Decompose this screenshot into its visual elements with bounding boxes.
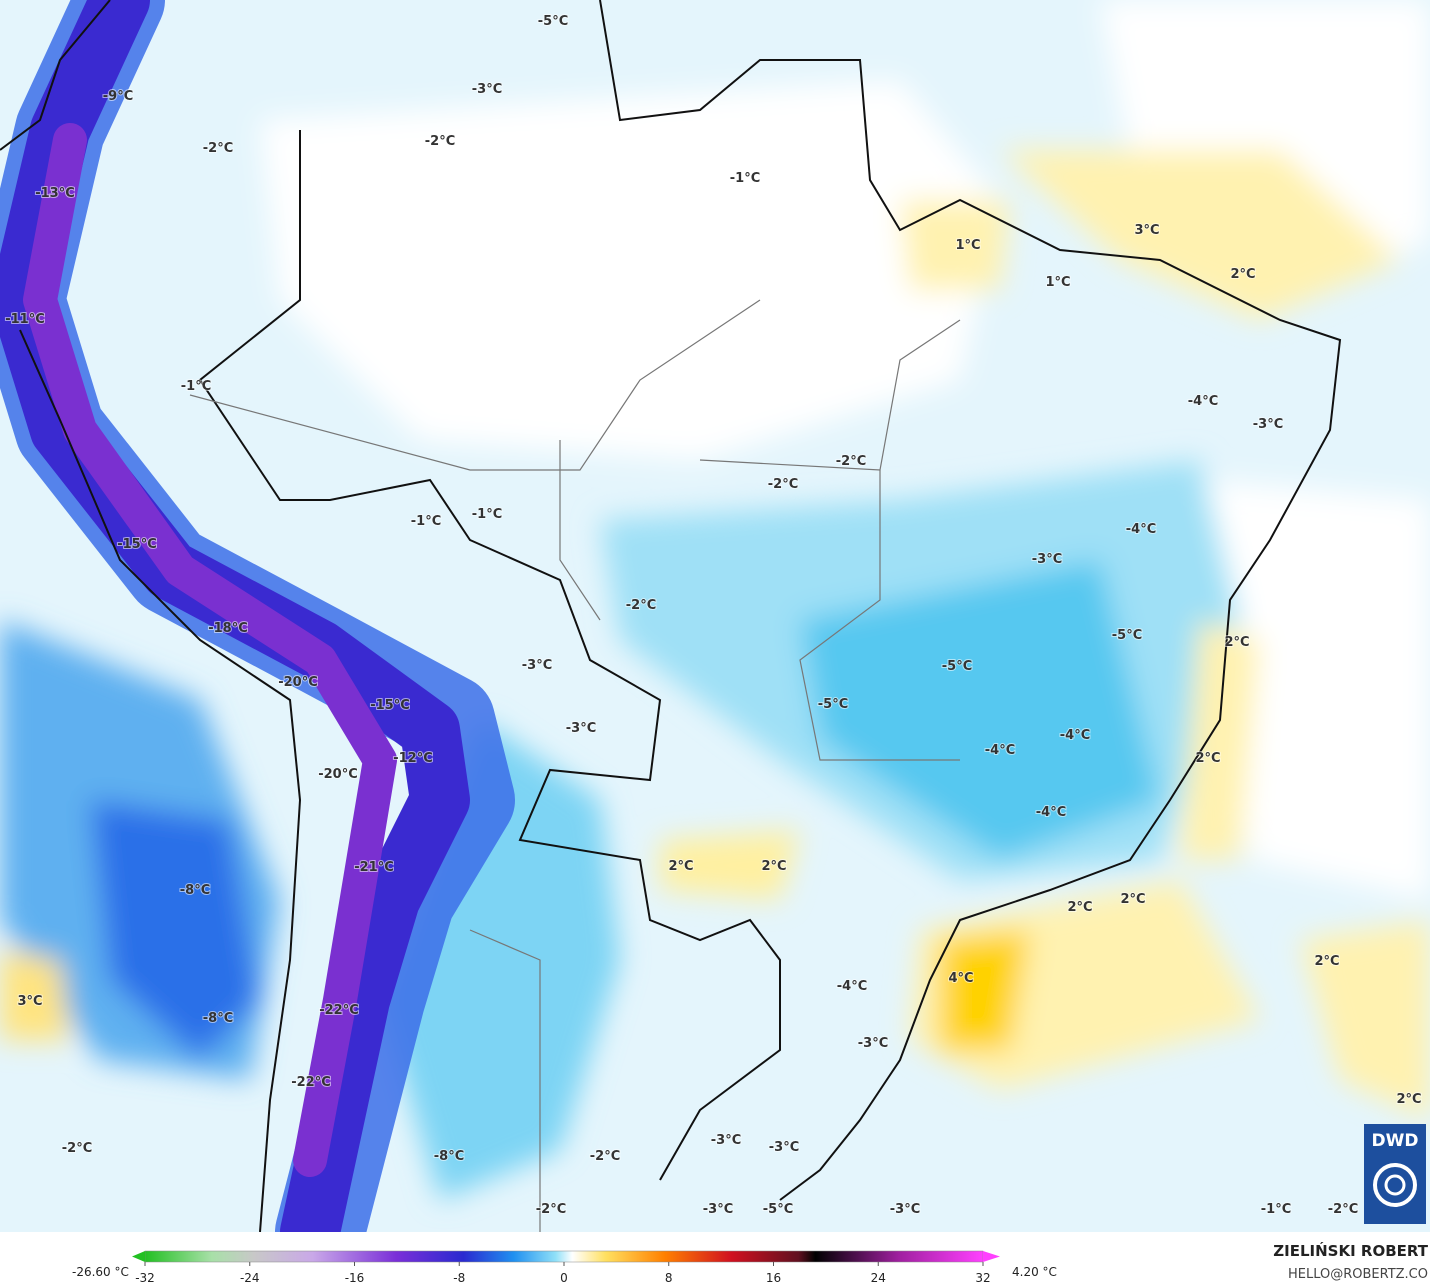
temperature-label: -13°C <box>35 186 75 201</box>
colorbar-tick-label: -24 <box>240 1271 260 1285</box>
temperature-label: 1°C <box>955 238 980 253</box>
credit-name: ZIELIŃSKI ROBERT <box>1273 1241 1428 1260</box>
temperature-label: -22°C <box>319 1003 359 1018</box>
temperature-label: 2°C <box>1224 635 1249 650</box>
temperature-label: -2°C <box>425 134 455 149</box>
colorbar-tick-label: 24 <box>871 1271 886 1285</box>
colorbar-tick-label: -16 <box>345 1271 365 1285</box>
temperature-label: -5°C <box>942 659 972 674</box>
temperature-label: -20°C <box>318 767 358 782</box>
temperature-label: -2°C <box>1328 1202 1358 1217</box>
temperature-label: 2°C <box>1067 900 1092 915</box>
temperature-label: -4°C <box>985 743 1015 758</box>
temperature-label: -15°C <box>370 698 410 713</box>
temperature-label: -1°C <box>1261 1202 1291 1217</box>
temperature-label: 2°C <box>761 859 786 874</box>
temperature-label: -5°C <box>1112 628 1142 643</box>
colorbar-tick-label: -8 <box>453 1271 465 1285</box>
temperature-label: 3°C <box>1134 223 1159 238</box>
temperature-label: -3°C <box>703 1202 733 1217</box>
temperature-label: -8°C <box>203 1011 233 1026</box>
temperature-label: -3°C <box>1253 417 1283 432</box>
temperature-label: -3°C <box>472 82 502 97</box>
temperature-label: -2°C <box>626 598 656 613</box>
colorbar-tick-label: 0 <box>560 1271 568 1285</box>
colorbar-max: 4.20 °C <box>1012 1265 1057 1279</box>
temperature-label: -1°C <box>181 379 211 394</box>
temperature-label: -1°C <box>472 507 502 522</box>
temperature-label: -12°C <box>393 751 433 766</box>
temperature-label: -2°C <box>536 1202 566 1217</box>
credit-email: HELLO@ROBERTZ.CO <box>1288 1267 1428 1282</box>
temperature-label: -3°C <box>566 721 596 736</box>
colorbar-tick-label: 32 <box>975 1271 990 1285</box>
temperature-label: -3°C <box>769 1140 799 1155</box>
temperature-label: -8°C <box>434 1149 464 1164</box>
colorbar-tick-label: 8 <box>665 1271 673 1285</box>
temperature-label: -1°C <box>411 514 441 529</box>
temperature-label: -18°C <box>208 621 248 636</box>
temperature-label: -3°C <box>890 1202 920 1217</box>
temperature-label: 2°C <box>1120 892 1145 907</box>
temperature-label: -8°C <box>180 883 210 898</box>
temperature-label: -4°C <box>837 979 867 994</box>
temperature-label: -4°C <box>1126 522 1156 537</box>
colorbar-tick-label: -32 <box>135 1271 155 1285</box>
temperature-label: 2°C <box>668 859 693 874</box>
temperature-label: -22°C <box>291 1075 331 1090</box>
temperature-label: -2°C <box>203 141 233 156</box>
temperature-label: -5°C <box>763 1202 793 1217</box>
temperature-label: -20°C <box>278 675 318 690</box>
temperature-label: -9°C <box>103 89 133 104</box>
colorbar-min: -26.60 °C <box>72 1265 129 1279</box>
temperature-label: 1°C <box>1045 275 1070 290</box>
temperature-label: -21°C <box>354 860 394 875</box>
temperature-label: -3°C <box>1032 552 1062 567</box>
temperature-label: -4°C <box>1036 805 1066 820</box>
temperature-label: -2°C <box>836 454 866 469</box>
temperature-label: -2°C <box>62 1141 92 1156</box>
logo: DWD <box>1372 1131 1419 1151</box>
temperature-label: -3°C <box>522 658 552 673</box>
temperature-label: -4°C <box>1060 728 1090 743</box>
temperature-label: -2°C <box>768 477 798 492</box>
temperature-label: -5°C <box>818 697 848 712</box>
temperature-label: 3°C <box>17 994 42 1009</box>
temperature-label: 2°C <box>1230 267 1255 282</box>
temperature-label: -3°C <box>711 1133 741 1148</box>
temperature-label: -5°C <box>538 14 568 29</box>
temperature-label: -4°C <box>1188 394 1218 409</box>
temperature-label: -15°C <box>117 537 157 552</box>
colorbar-tick-label: 16 <box>766 1271 781 1285</box>
temperature-label: -11°C <box>5 312 45 327</box>
temperature-label: 2°C <box>1195 751 1220 766</box>
temperature-label: -3°C <box>858 1036 888 1051</box>
temperature-label: 4°C <box>948 971 973 986</box>
temperature-label: -1°C <box>730 171 760 186</box>
temperature-label: -2°C <box>590 1149 620 1164</box>
temperature-label: 2°C <box>1314 954 1339 969</box>
temperature-label: 2°C <box>1396 1092 1421 1107</box>
